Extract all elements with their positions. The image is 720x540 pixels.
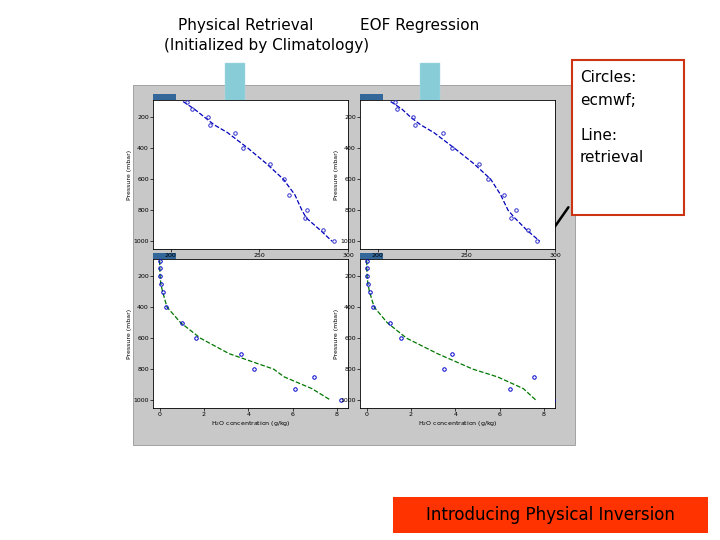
X-axis label: Temperature (K): Temperature (K) (432, 260, 483, 265)
Text: retrieval: retrieval (580, 150, 644, 165)
X-axis label: H$_2$O concentration (g/kg): H$_2$O concentration (g/kg) (418, 418, 498, 428)
X-axis label: H$_2$O concentration (g/kg): H$_2$O concentration (g/kg) (210, 418, 290, 428)
Bar (225, 63, 245, 114)
Bar (420, 63, 440, 114)
Bar (393, 497, 708, 533)
Text: Circles:: Circles: (580, 70, 636, 85)
Bar (153, 253, 176, 260)
Text: Physical Retrieval: Physical Retrieval (178, 18, 313, 33)
Polygon shape (410, 114, 450, 132)
Y-axis label: Pressure (mbar): Pressure (mbar) (127, 308, 132, 359)
Bar (572, 60, 684, 215)
Polygon shape (215, 114, 255, 132)
X-axis label: Temperature (K): Temperature (K) (225, 260, 276, 265)
Text: Introducing Physical Inversion: Introducing Physical Inversion (426, 506, 675, 524)
Bar (360, 94, 383, 101)
Bar (133, 85, 575, 445)
Bar (153, 94, 176, 101)
Text: (Initialized by Climatology): (Initialized by Climatology) (164, 38, 369, 53)
Y-axis label: Pressure (mbar): Pressure (mbar) (127, 150, 132, 200)
Bar (360, 253, 383, 260)
Text: ecmwf;: ecmwf; (580, 93, 636, 108)
Y-axis label: Pressure (mbar): Pressure (mbar) (334, 150, 339, 200)
Text: EOF Regression: EOF Regression (360, 18, 480, 33)
Text: Line:: Line: (580, 128, 617, 143)
Y-axis label: Pressure (mbar): Pressure (mbar) (334, 308, 339, 359)
